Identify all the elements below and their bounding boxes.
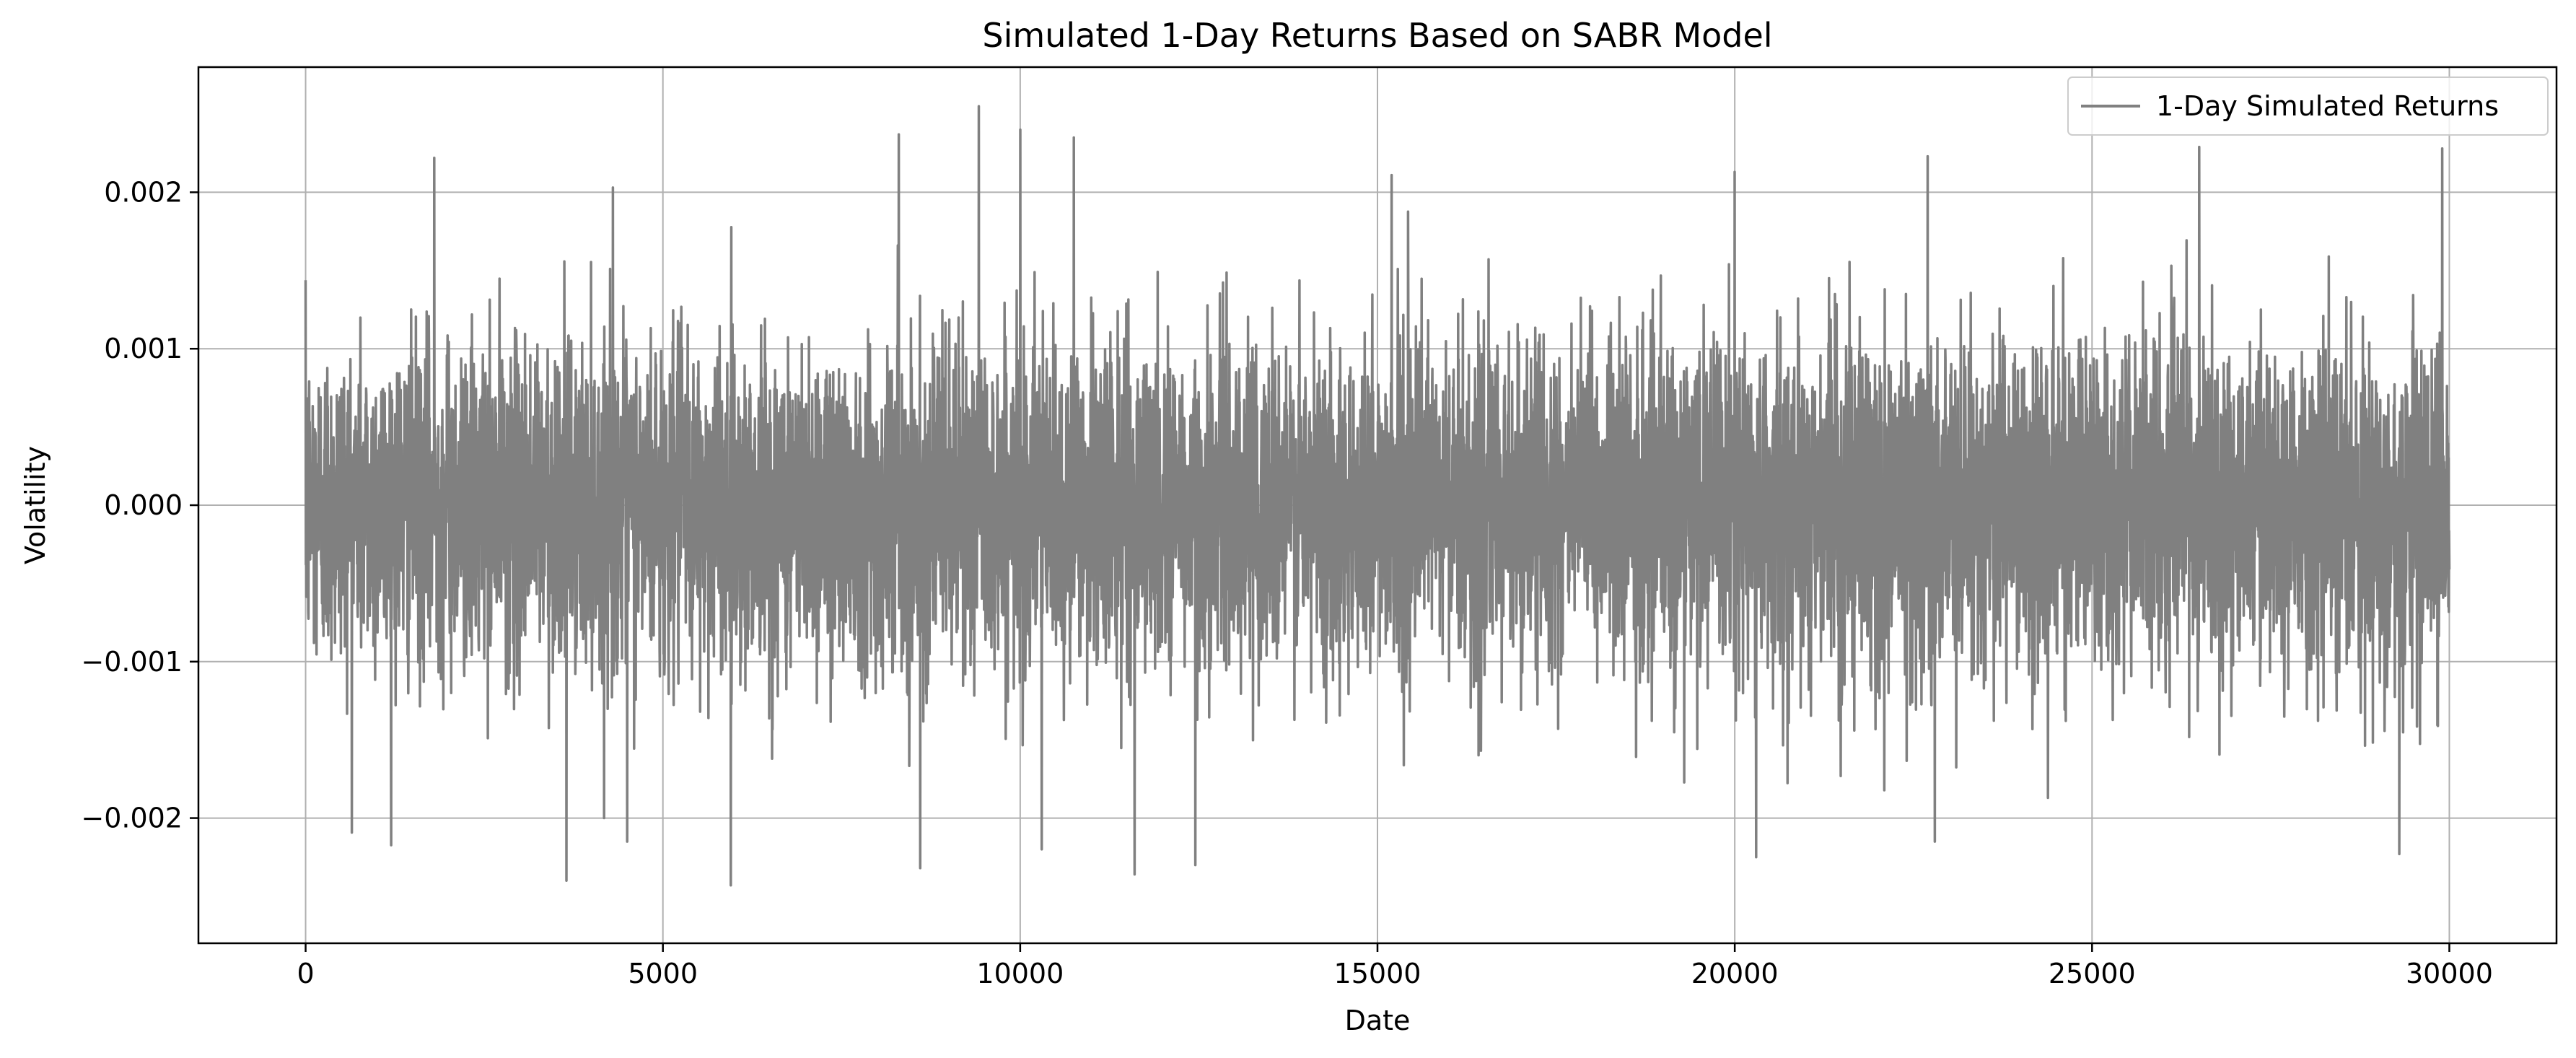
- legend-label: 1-Day Simulated Returns: [2156, 90, 2499, 122]
- y-axis-title: Volatility: [19, 446, 51, 564]
- y-axis-ticks: −0.002 −0.001 0.000 0.001 0.002: [81, 176, 198, 834]
- x-tick-label: 30000: [2406, 958, 2493, 989]
- x-tick-label: 10000: [976, 958, 1064, 989]
- y-tick-label: −0.001: [81, 646, 183, 678]
- x-tick-label: 25000: [2049, 958, 2136, 989]
- x-tick-label: 20000: [1691, 958, 1779, 989]
- legend-box: [2067, 76, 2549, 136]
- legend: 1-Day Simulated Returns: [2067, 76, 2549, 136]
- series-line-returns: [304, 105, 2451, 887]
- x-axis-title: Date: [1345, 1005, 1411, 1036]
- x-tick-label: 15000: [1334, 958, 1421, 989]
- series-layer: [304, 105, 2451, 887]
- chart-title: Simulated 1-Day Returns Based on SABR Mo…: [982, 16, 1772, 55]
- y-tick-label: 0.001: [104, 333, 183, 364]
- y-tick-label: 0.000: [104, 489, 183, 521]
- y-tick-label: 0.002: [104, 176, 183, 208]
- x-tick-label: 0: [297, 958, 314, 989]
- y-tick-label: −0.002: [81, 803, 183, 834]
- x-axis-ticks: 0 5000 10000 15000 20000 25000 30000: [297, 943, 2493, 989]
- x-tick-label: 5000: [628, 958, 698, 989]
